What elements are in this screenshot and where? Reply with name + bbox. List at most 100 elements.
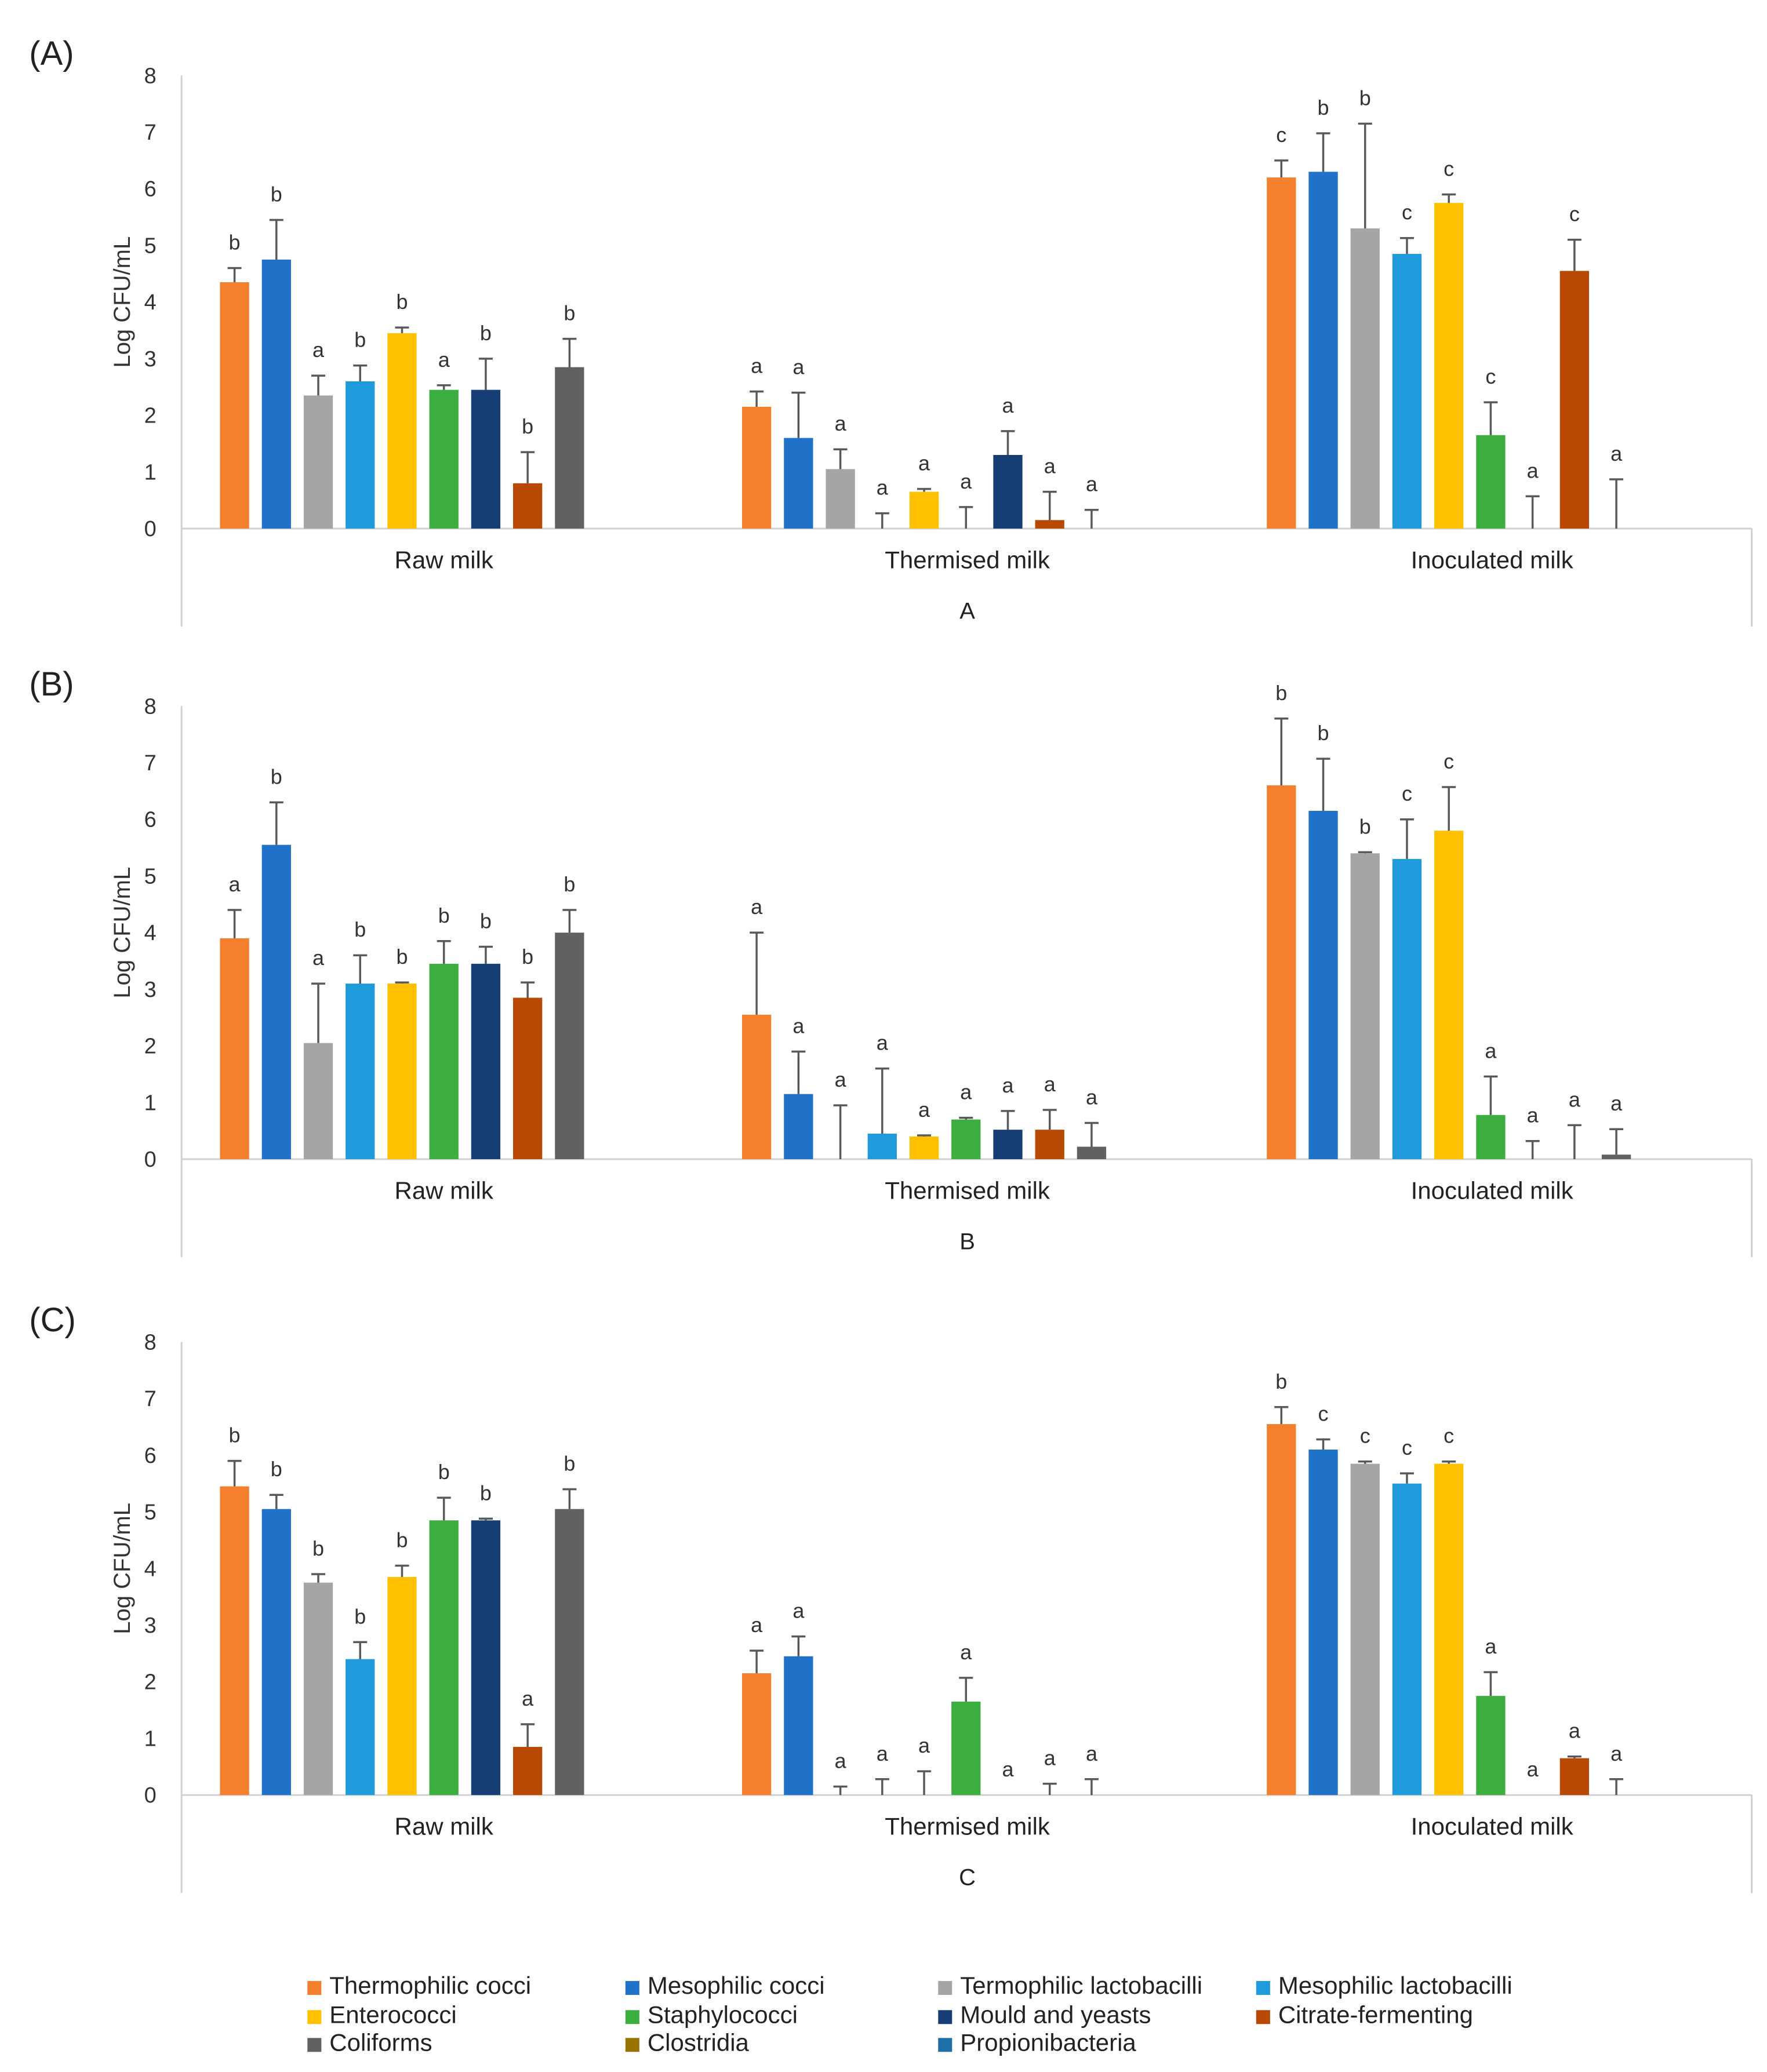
bar [303,1582,333,1796]
y-tick-label: 2 [144,404,157,428]
significance-letter: b [480,909,492,933]
y-tick-label: 8 [144,694,157,719]
bar [303,395,333,529]
significance-letter: b [354,917,366,941]
legend-label: Mesophilic cocci [648,1972,825,1999]
y-tick-label: 7 [144,121,157,145]
significance-letter: c [1485,365,1496,388]
significance-letter: a [1610,442,1623,465]
y-axis-title: Log CFU/mL [110,1503,135,1634]
significance-letter: a [918,1734,930,1757]
significance-letter: a [312,946,325,970]
significance-letter: c [1444,156,1454,180]
bar [471,1520,501,1796]
category-label: Thermised milk [885,1813,1050,1840]
legend-label: Clostridia [648,2029,750,2056]
significance-letter: c [1360,1424,1370,1448]
legend-label: Citrate-fermenting [1278,2001,1473,2028]
significance-letter: a [1569,1719,1581,1743]
significance-letter: a [1044,1746,1056,1770]
bar [1476,435,1506,529]
significance-letter: c [1402,201,1412,224]
legend-label: Coliforms [329,2029,432,2056]
bar [555,933,584,1159]
bar [1035,520,1064,529]
significance-letter: b [354,1604,366,1628]
significance-letter: a [1527,1104,1539,1127]
y-axis-title: Log CFU/mL [110,867,135,999]
significance-letter: b [271,764,282,788]
significance-letter: a [1569,1087,1581,1111]
bar [1350,228,1380,529]
y-tick-label: 4 [144,1557,157,1581]
panel-label: (C) [29,1301,76,1339]
significance-letter: a [877,1031,889,1055]
bar [346,381,375,529]
significance-letter: a [960,1640,972,1664]
bar [784,1094,813,1159]
bar [826,469,855,529]
significance-letter: a [835,412,847,435]
legend-label: Enterococci [329,2001,456,2028]
significance-letter: b [271,1457,282,1481]
significance-letter: a [1527,1757,1539,1781]
category-label: Raw milk [395,547,494,574]
significance-letter: a [1485,1039,1497,1062]
y-tick-label: 0 [144,1783,157,1808]
bar [220,938,249,1159]
significance-letter: a [751,895,763,919]
significance-letter: b [563,1451,575,1475]
significance-letter: b [522,414,533,438]
significance-letter: b [522,945,533,968]
bar [909,491,939,529]
category-label: Inoculated milk [1411,1177,1574,1204]
significance-letter: b [1275,681,1287,705]
significance-letter: a [1485,1634,1497,1658]
legend-swatch [625,2010,639,2024]
bar [993,1130,1023,1159]
significance-letter: b [1359,814,1371,838]
y-tick-label: 1 [144,460,157,485]
significance-letter: b [396,290,408,314]
significance-letter: a [835,1068,847,1091]
category-label: Thermised milk [885,1177,1050,1204]
significance-letter: b [396,945,408,968]
significance-letter: a [1044,454,1056,478]
bar [1476,1115,1506,1159]
significance-letter: a [960,469,972,493]
legend-label: Thermophilic cocci [329,1972,531,1999]
significance-letter: b [354,328,366,352]
y-tick-label: 7 [144,1387,157,1411]
y-tick-label: 7 [144,751,157,775]
significance-letter: a [1086,472,1098,496]
significance-letter: b [563,301,575,325]
bar [784,1656,813,1796]
significance-letter: c [1444,1424,1454,1448]
y-tick-label: 3 [144,347,157,372]
significance-letter: a [792,1014,805,1037]
panel-label: (B) [29,665,74,703]
bar [1392,859,1422,1159]
bar [1267,1424,1296,1796]
significance-letter: b [229,1423,241,1447]
legend-swatch [1256,1980,1270,1995]
significance-letter: a [960,1080,972,1104]
bar [387,1576,417,1796]
significance-letter: a [751,1613,763,1637]
panel-1: (B) 0 1 2 3 4 5 6 7 8 Log CFU/mL Raw milk Thermised … [29,665,1753,1258]
significance-letter: a [1086,1085,1098,1109]
y-tick-label: 6 [144,1444,157,1468]
legend-swatch [938,2038,952,2052]
significance-letter: b [1359,86,1371,110]
significance-letter: a [792,355,805,378]
bar [555,1509,584,1796]
legend-label: Mesophilic lactobacilli [1278,1972,1513,1999]
bar [513,483,543,529]
category-label: Thermised milk [885,547,1050,574]
bar [429,389,459,529]
y-tick-label: 1 [144,1727,157,1751]
bar [1476,1696,1506,1796]
significance-letter: a [918,1098,930,1121]
y-tick-label: 2 [144,1670,157,1695]
significance-letter: b [1317,721,1329,745]
